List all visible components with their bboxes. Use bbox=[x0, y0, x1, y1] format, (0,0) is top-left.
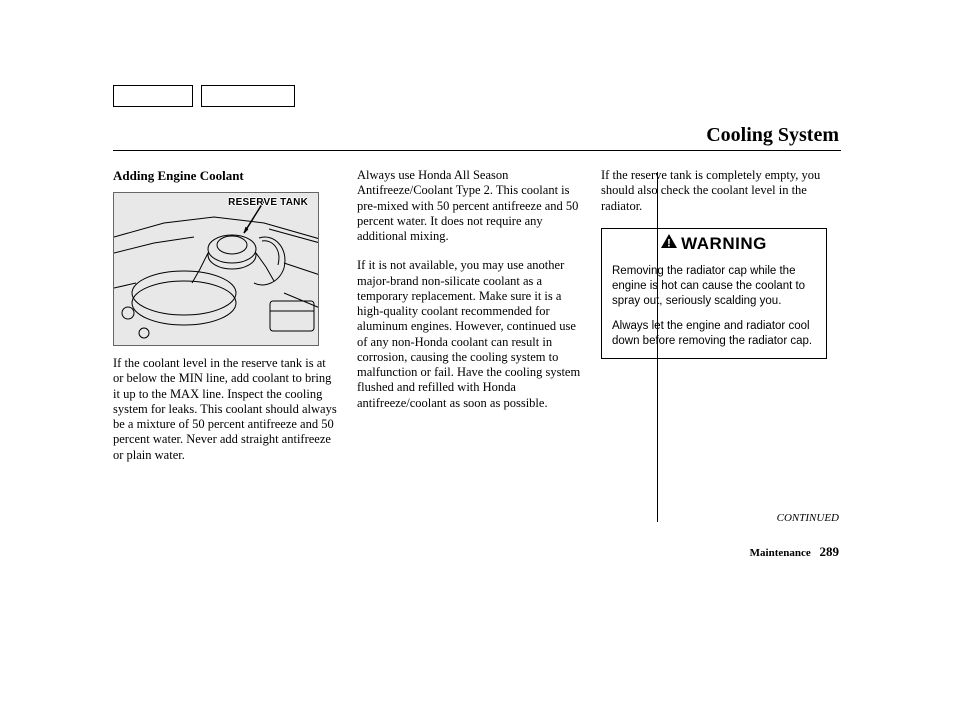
page-number: 289 bbox=[820, 544, 840, 559]
col2-para-1: Always use Honda All Season Antifreeze/C… bbox=[357, 168, 583, 244]
warning-triangle-icon: ! bbox=[661, 234, 677, 253]
warning-body: Removing the radiator cap while the engi… bbox=[602, 258, 826, 359]
diagram-label: RESERVE TANK bbox=[228, 197, 308, 208]
warning-label: WARNING bbox=[681, 234, 767, 254]
warning-header: ! WARNING bbox=[602, 229, 826, 258]
col1-para-1: If the coolant level in the reserve tank… bbox=[113, 356, 339, 463]
footer-section: Maintenance bbox=[750, 547, 811, 559]
col3-para-1: If the reserve tank is completely empty,… bbox=[601, 168, 841, 214]
warning-box: ! WARNING Removing the radiator cap whil… bbox=[601, 228, 827, 360]
column-2: Always use Honda All Season Antifreeze/C… bbox=[357, 168, 583, 477]
content-columns: Adding Engine Coolant RESERVE TANK bbox=[113, 168, 841, 477]
continued-label: CONTINUED bbox=[777, 512, 839, 524]
nav-box-2 bbox=[201, 85, 295, 107]
reserve-tank-diagram: RESERVE TANK bbox=[113, 192, 319, 346]
column-1: Adding Engine Coolant RESERVE TANK bbox=[113, 168, 339, 477]
svg-text:!: ! bbox=[667, 238, 671, 249]
engine-diagram-svg bbox=[114, 193, 319, 346]
title-rule bbox=[113, 150, 841, 151]
column-3: If the reserve tank is completely empty,… bbox=[601, 168, 841, 477]
section-subhead: Adding Engine Coolant bbox=[113, 168, 339, 184]
page-footer: Maintenance 289 bbox=[750, 544, 839, 560]
warning-para-1: Removing the radiator cap while the engi… bbox=[612, 264, 816, 309]
warning-para-2: Always let the engine and radiator cool … bbox=[612, 319, 816, 349]
nav-box-1 bbox=[113, 85, 193, 107]
nav-placeholder-boxes bbox=[113, 85, 295, 107]
page-title: Cooling System bbox=[706, 124, 839, 147]
col2-para-2: If it is not available, you may use anot… bbox=[357, 258, 583, 411]
